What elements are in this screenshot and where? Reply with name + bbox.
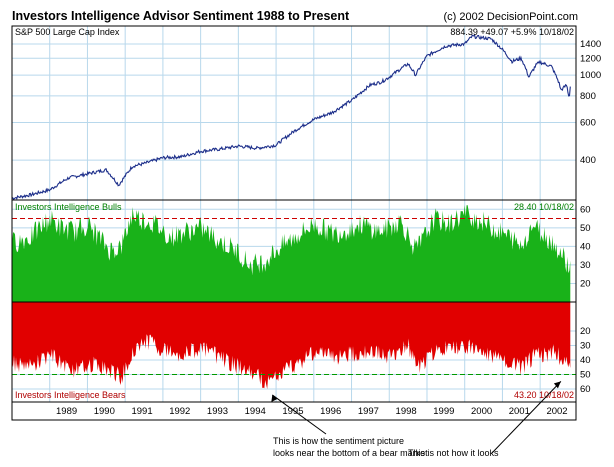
x-tick-label: 1999: [433, 406, 454, 417]
x-tick-label: 1990: [94, 406, 115, 417]
chart-border: [11, 25, 577, 421]
x-tick-label: 1995: [282, 406, 303, 417]
x-tick-label: 1998: [396, 406, 417, 417]
bears-tick-label: 40: [580, 355, 591, 366]
annotation-text-1b: looks near the bottom of a bear market: [273, 448, 428, 458]
bears-tick-label: 60: [580, 384, 591, 395]
x-tick-label: 2001: [509, 406, 530, 417]
x-tick-label: 2002: [546, 406, 567, 417]
price-tick-label: 1400: [580, 39, 601, 50]
sp500-price-line: [11, 34, 571, 201]
annotation-text-1a: This is how the sentiment picture: [273, 436, 404, 446]
price-tick-label: 600: [580, 118, 596, 129]
chart-title: Investors Intelligence Advisor Sentiment…: [12, 9, 350, 23]
bulls-tick-label: 30: [580, 260, 591, 271]
x-tick-label: 1996: [320, 406, 341, 417]
annotation-arrow: [272, 394, 327, 435]
bears-panel-header: 43.20 10/18/02: [514, 390, 574, 400]
price-tick-label: 400: [580, 155, 596, 166]
bulls-area: [12, 205, 571, 302]
bears-tick-label: 50: [580, 369, 591, 380]
bears-tick-label: 30: [580, 340, 591, 351]
bulls-panel-title: Investors Intelligence Bulls: [15, 202, 122, 212]
bears-panel-title: Investors Intelligence Bears: [15, 390, 126, 400]
price-tick-label: 1200: [580, 53, 601, 64]
bulls-tick-label: 50: [580, 223, 591, 234]
price-tick-label: 1000: [580, 70, 601, 81]
x-tick-label: 2000: [471, 406, 492, 417]
price-tick-label: 800: [580, 91, 596, 102]
bulls-tick-label: 60: [580, 204, 591, 215]
x-tick-label: 1993: [207, 406, 228, 417]
bulls-tick-label: 40: [580, 241, 591, 252]
x-tick-label: 1989: [56, 406, 77, 417]
plot-area: 1989 1990 1991 1992 1993 1994 1995 1996 1997 1998…: [11, 25, 601, 458]
annotation-arrow: [491, 381, 562, 454]
x-tick-label: 1992: [169, 406, 190, 417]
bears-tick-label: 20: [580, 326, 591, 337]
annotation-text-2: This is not how it looks: [408, 448, 499, 458]
annotation-arrowhead: [271, 394, 278, 402]
bears-area: [12, 302, 571, 389]
bulls-panel-header: 28.40 10/18/02: [514, 202, 574, 212]
x-tick-label: 1994: [245, 406, 266, 417]
x-tick-label: 1991: [131, 406, 152, 417]
annotation-arrowhead: [553, 381, 561, 389]
x-tick-label: 1997: [358, 406, 379, 417]
bulls-tick-label: 20: [580, 278, 591, 289]
price-panel-header: 884.39 +49.07 +5.9% 10/18/02: [450, 27, 574, 37]
copyright-label: (c) 2002 DecisionPoint.com: [443, 11, 578, 23]
price-panel-title: S&P 500 Large Cap Index: [15, 27, 120, 37]
